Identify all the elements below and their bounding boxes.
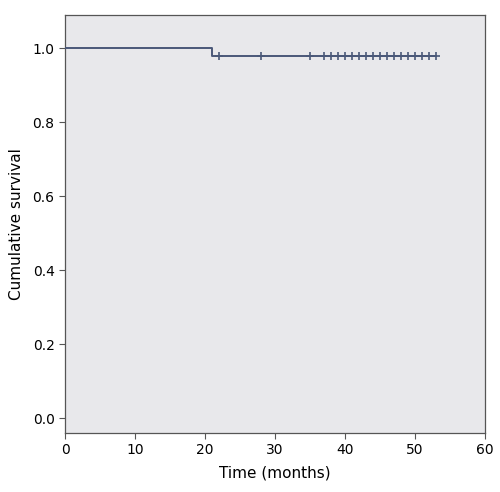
- Y-axis label: Cumulative survival: Cumulative survival: [9, 148, 24, 300]
- X-axis label: Time (months): Time (months): [219, 466, 331, 481]
